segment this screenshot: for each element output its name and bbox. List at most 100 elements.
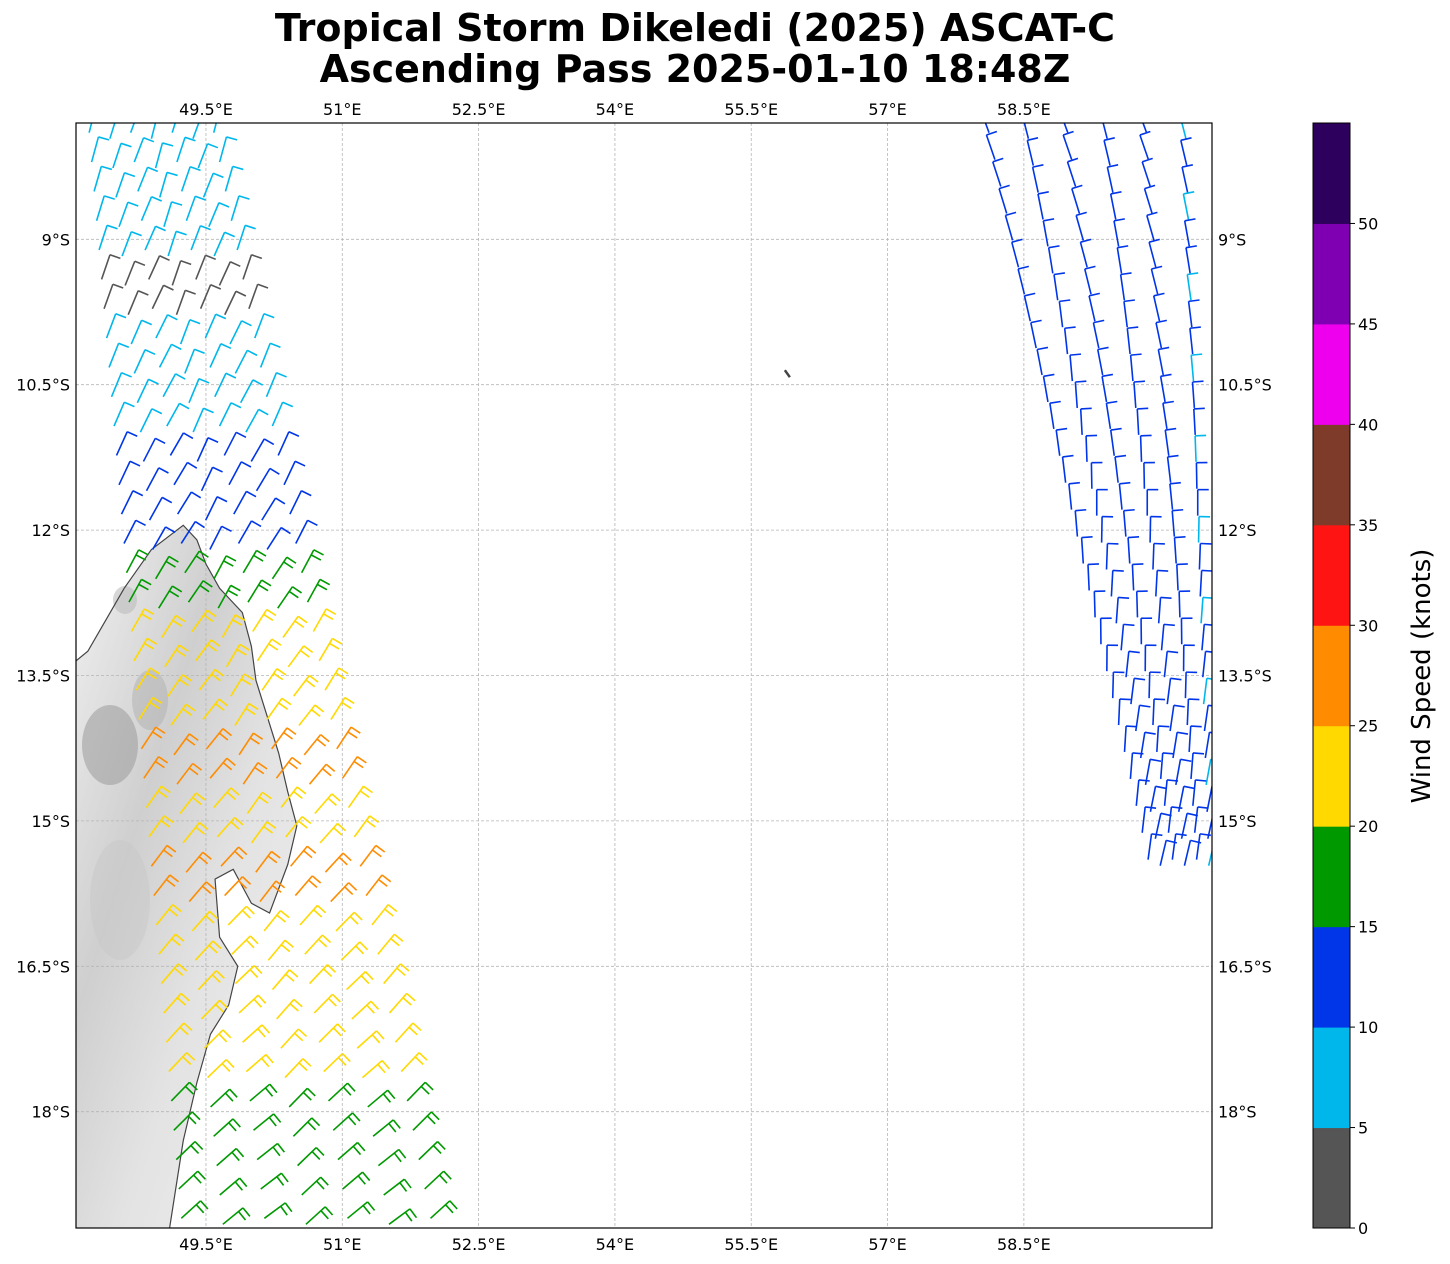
wind-barb <box>163 201 183 227</box>
wind-barb <box>192 123 200 139</box>
wind-barb <box>219 1177 248 1196</box>
wind-barb <box>1172 731 1189 759</box>
wind-barb <box>1119 272 1132 301</box>
wind-barb <box>213 555 237 580</box>
relief-shade <box>132 670 168 730</box>
madagascar-land <box>76 525 297 1228</box>
wind-barb <box>1085 434 1098 462</box>
wind-barb <box>162 373 186 398</box>
wind-barb <box>1083 265 1096 295</box>
lat-ticks-left: 9°S 10.5°S 12°S 13.5°S 15°S 16.5°S 18°S <box>16 230 70 1121</box>
wind-barb <box>150 123 157 139</box>
wind-barb <box>136 378 159 404</box>
wind-barb <box>1114 454 1127 483</box>
lat-tick-label: 9°S <box>42 230 70 249</box>
wind-barb <box>88 123 93 133</box>
wind-barb <box>216 816 244 838</box>
wind-barb <box>1139 434 1152 462</box>
wind-barb <box>261 497 286 521</box>
wind-barb <box>1143 461 1155 489</box>
wind-barb <box>418 1140 446 1161</box>
wind-barb <box>263 1202 293 1219</box>
wind-barb <box>1105 542 1119 570</box>
wind-barb <box>1113 218 1125 247</box>
wind-barb <box>190 225 211 251</box>
wind-barb <box>336 726 361 750</box>
colorbar-tick-label: 20 <box>1358 817 1378 836</box>
wind-barb <box>1141 806 1157 833</box>
colorbar-tick-label: 10 <box>1358 1018 1378 1037</box>
wind-barb <box>159 171 178 198</box>
wind-barb <box>1129 353 1142 382</box>
wind-barb <box>359 844 386 867</box>
map-title-line2: Ascending Pass 2025-01-10 18:48Z <box>319 47 1071 91</box>
wind-barb <box>167 674 193 697</box>
lon-tick-label: 54°E <box>596 100 634 119</box>
wind-barb <box>992 157 1004 187</box>
wind-barb <box>148 815 174 838</box>
wind-barb <box>238 994 267 1014</box>
wind-barb <box>1188 725 1202 753</box>
wind-barb <box>203 1029 232 1049</box>
wind-barb <box>1053 272 1066 301</box>
wind-barb <box>276 998 303 1020</box>
wind-barb <box>1100 515 1114 543</box>
land-relief <box>76 525 297 1228</box>
wind-barb <box>242 1024 270 1043</box>
wind-barb <box>313 993 341 1014</box>
wind-barb <box>261 668 287 691</box>
wind-barb <box>154 142 174 169</box>
wind-barb <box>163 992 190 1014</box>
wind-barb <box>1058 299 1071 328</box>
wind-barb <box>1155 319 1167 349</box>
wind-barb <box>123 519 146 544</box>
colorbar-segment <box>1313 524 1350 626</box>
wind-barb <box>256 638 282 662</box>
wind-barb <box>351 1000 380 1020</box>
wind-barb <box>308 763 336 785</box>
wind-barb <box>318 1023 346 1043</box>
wind-barb <box>230 673 255 697</box>
wind-barb <box>218 261 241 286</box>
relief-shade <box>90 840 150 960</box>
wind-barb <box>1171 833 1187 860</box>
wind-barb <box>110 371 132 398</box>
wind-barb <box>229 320 252 345</box>
wind-barb <box>252 608 277 632</box>
colorbar-tick-label: 30 <box>1358 616 1378 635</box>
wind-barb <box>327 1082 356 1102</box>
wind-barb <box>151 526 176 550</box>
wind-barb <box>1190 353 1203 382</box>
colorbar-segment <box>1313 1027 1350 1129</box>
wind-barb <box>1178 590 1191 618</box>
lat-tick-label: 12°S <box>31 521 70 540</box>
wind-barb <box>342 1171 371 1190</box>
colorbar-segment <box>1313 1127 1350 1229</box>
wind-barb <box>1110 569 1124 597</box>
colorbar-tick-label: 40 <box>1358 415 1378 434</box>
wind-barb <box>209 525 232 550</box>
wind-barb <box>191 910 219 932</box>
wind-barb <box>346 971 374 991</box>
wind-barb <box>245 1053 274 1073</box>
wind-barb <box>1136 407 1149 435</box>
wind-barb <box>308 964 336 985</box>
wind-barb <box>1150 265 1163 295</box>
wind-barb <box>259 342 281 368</box>
wind-barb <box>1074 380 1087 408</box>
wind-barb <box>1192 779 1207 806</box>
lat-tick-label: 16.5°S <box>1218 957 1272 976</box>
wind-barb <box>238 732 264 756</box>
wind-barb <box>198 668 225 691</box>
wind-barb <box>1148 238 1160 268</box>
wind-barb <box>260 1172 289 1190</box>
wind-barb <box>217 584 241 609</box>
lat-tick-label: 18°S <box>1218 1103 1257 1122</box>
wind-barb <box>1087 563 1099 591</box>
wind-barb <box>151 284 174 310</box>
wind-barb <box>216 1147 245 1167</box>
wind-barb <box>218 402 242 427</box>
wind-barb <box>324 852 352 873</box>
wind-barb <box>142 437 166 462</box>
